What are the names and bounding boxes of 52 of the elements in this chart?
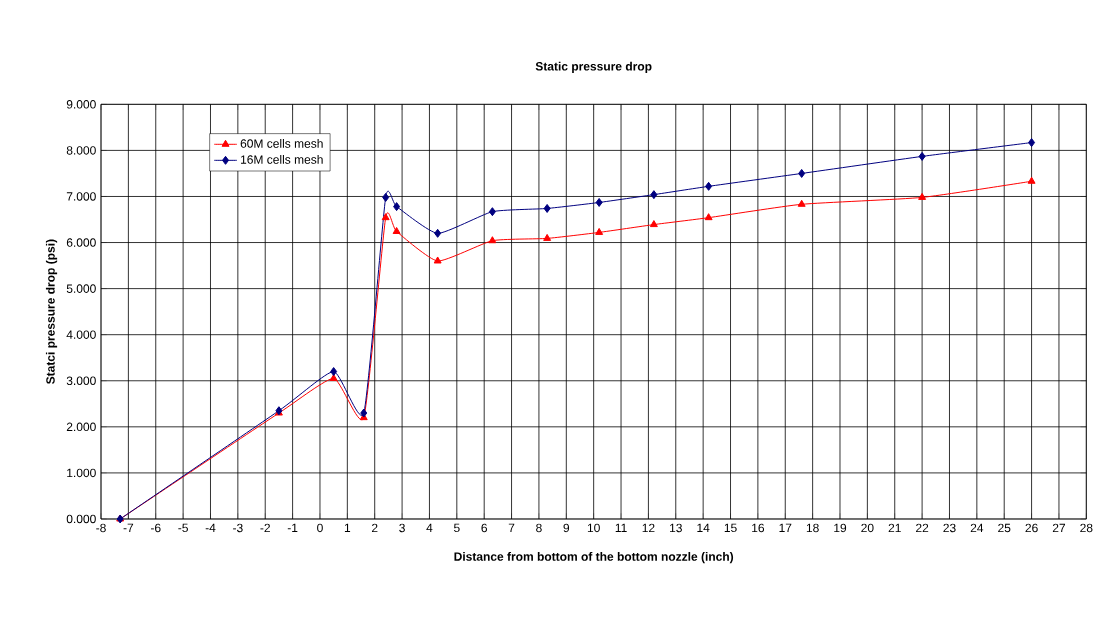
x-tick-label: 27: [1052, 523, 1066, 533]
y-tick-label: 3.000: [66, 376, 96, 386]
x-tick-label: 17: [779, 523, 792, 532]
x-axis-title: Distance from bottom of the bottom nozzle (inch): [454, 552, 734, 564]
x-tick-label: 7: [508, 523, 515, 532]
x-tick-label: 1: [344, 523, 351, 532]
x-tick-label: 11: [615, 523, 627, 532]
x-tick-label: -7: [123, 523, 134, 532]
x-tick-label: 26: [1025, 523, 1038, 533]
x-tick-label: 4: [426, 523, 433, 532]
chart-title: Static pressure drop: [535, 61, 652, 73]
x-tick-label: 28: [1080, 523, 1093, 533]
x-tick-label: 24: [970, 523, 984, 533]
x-tick-label: 20: [861, 523, 874, 533]
x-tick-label: 3: [399, 523, 405, 533]
x-tick-label: 25: [998, 523, 1011, 533]
y-tick-label: 9.000: [66, 100, 96, 109]
x-tick-label: -5: [178, 523, 188, 533]
x-tick-label: 6: [481, 523, 487, 533]
x-tick-label: 21: [888, 523, 901, 533]
x-tick-label: 12: [642, 523, 655, 533]
x-tick-label: 0: [317, 523, 323, 533]
x-tick-label: 13: [670, 523, 682, 533]
y-tick-label: 8.000: [66, 146, 96, 155]
x-tick-label: -2: [260, 523, 270, 533]
x-tick-label: 18: [806, 523, 819, 533]
x-tick-label: 19: [834, 523, 847, 533]
y-tick-label: 0.000: [66, 514, 96, 524]
legend-label: 16M cells mesh: [241, 154, 323, 164]
y-tick-label: 7.000: [66, 192, 96, 201]
x-tick-label: 9: [563, 523, 570, 533]
x-tick-label: 15: [724, 523, 737, 533]
x-tick-label: -3: [233, 523, 243, 533]
x-tick-label: 22: [916, 523, 929, 533]
x-tick-label: -8: [96, 523, 106, 533]
x-tick-label: 14: [697, 523, 710, 532]
y-axis-title: Statci pressure drop (psi): [45, 239, 58, 384]
x-tick-label: 16: [752, 523, 765, 533]
y-tick-label: 2.000: [66, 422, 96, 432]
legend-label: 60M cells mesh: [240, 138, 323, 148]
x-tick-label: 5: [453, 523, 460, 533]
x-tick-label: 2: [371, 523, 378, 533]
x-tick-label: -4: [205, 523, 216, 532]
y-tick-label: 1.000: [67, 468, 96, 478]
y-tick-label: 5.000: [66, 284, 96, 293]
x-tick-label: 23: [943, 523, 956, 533]
x-tick-label: -6: [150, 523, 161, 533]
x-tick-label: 10: [587, 523, 600, 533]
y-tick-label: 6.000: [66, 238, 96, 247]
x-tick-label: 8: [536, 523, 542, 533]
y-tick-label: 4.000: [66, 330, 96, 339]
x-tick-label: -1: [287, 523, 298, 532]
